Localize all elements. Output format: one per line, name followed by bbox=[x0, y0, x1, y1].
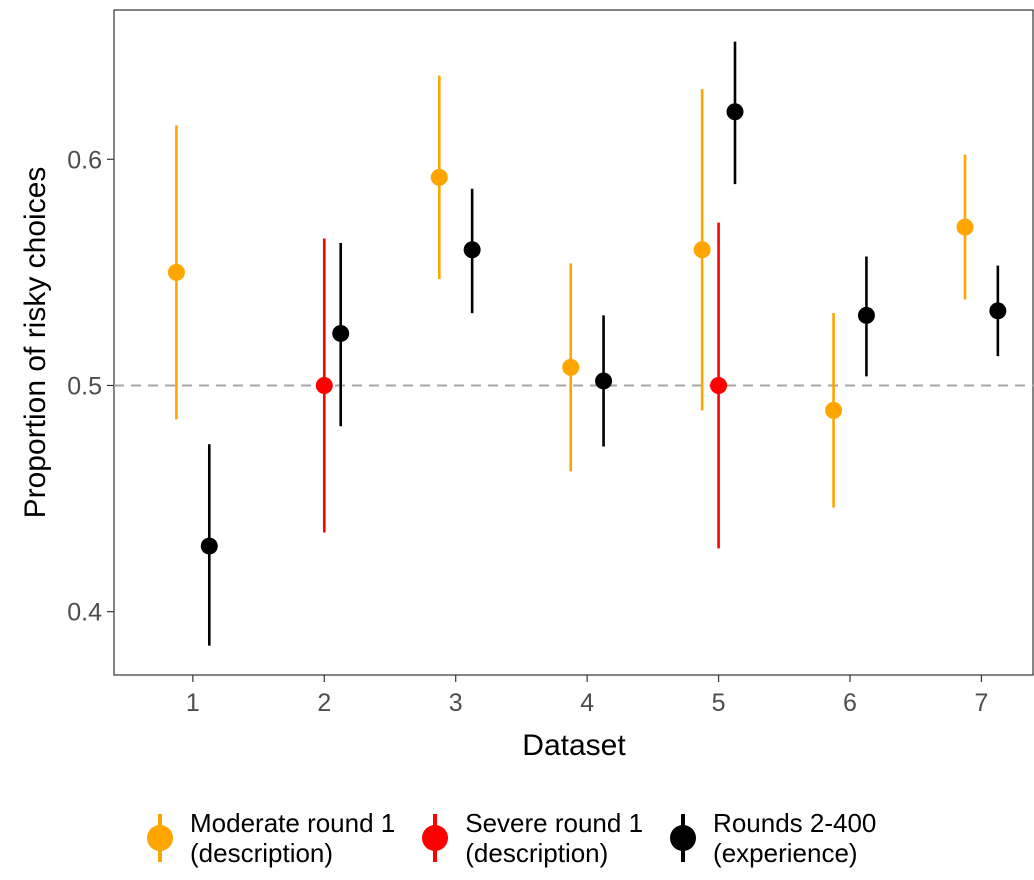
point-series-1 bbox=[167, 263, 185, 281]
axes: 0.4 0.5 0.6 1 2 3 4 5 6 7 bbox=[67, 9, 1034, 717]
legend-item-severe: Severe round 1 (description) bbox=[415, 808, 643, 868]
legend-label-moderate: Moderate round 1 (description) bbox=[190, 808, 396, 868]
legend-label-severe: Severe round 1 (description) bbox=[465, 808, 644, 868]
legend-dot-experience bbox=[670, 825, 697, 851]
point-series-3 bbox=[200, 537, 218, 555]
x-tick-label: 1 bbox=[186, 689, 200, 717]
point-series-1 bbox=[825, 401, 843, 419]
point-series-1 bbox=[430, 168, 448, 186]
x-tick-label: 3 bbox=[449, 689, 463, 717]
y-tick-label: 0.6 bbox=[67, 146, 102, 174]
point-series-2 bbox=[315, 376, 333, 394]
legend-dot-moderate bbox=[147, 825, 173, 851]
legend-item-moderate: Moderate round 1 (description) bbox=[140, 808, 395, 868]
point-series-1 bbox=[693, 241, 711, 259]
x-tick-label: 4 bbox=[580, 689, 594, 717]
x-tick-label: 6 bbox=[843, 689, 857, 717]
chart-marks bbox=[167, 41, 1007, 646]
point-series-3 bbox=[857, 306, 875, 324]
x-tick-label: 5 bbox=[712, 689, 726, 717]
legend: Moderate round 1 (description) Severe ro… bbox=[140, 808, 896, 868]
x-axis-title: Dataset bbox=[522, 729, 626, 762]
point-series-1 bbox=[956, 218, 974, 236]
legend-key-moderate bbox=[140, 808, 180, 868]
legend-item-experience: Rounds 2-400 (experience) bbox=[663, 808, 876, 868]
point-series-2 bbox=[710, 376, 728, 394]
legend-key-experience bbox=[663, 808, 703, 868]
point-series-3 bbox=[463, 241, 481, 259]
legend-key-severe bbox=[415, 808, 455, 868]
point-series-3 bbox=[726, 103, 744, 121]
point-series-3 bbox=[989, 302, 1007, 320]
y-axis-title: Proportion of risky choices bbox=[19, 167, 52, 519]
legend-dot-severe bbox=[422, 825, 449, 851]
x-tick-label: 2 bbox=[317, 689, 331, 717]
point-series-1 bbox=[562, 358, 580, 376]
point-series-3 bbox=[332, 324, 350, 342]
plot-panel-border bbox=[113, 9, 1034, 676]
y-tick-label: 0.4 bbox=[67, 599, 102, 627]
x-tick-label: 7 bbox=[974, 689, 988, 717]
legend-label-experience: Rounds 2-400 (experience) bbox=[713, 808, 877, 868]
y-tick-label: 0.5 bbox=[67, 372, 102, 400]
point-series-3 bbox=[595, 372, 613, 390]
